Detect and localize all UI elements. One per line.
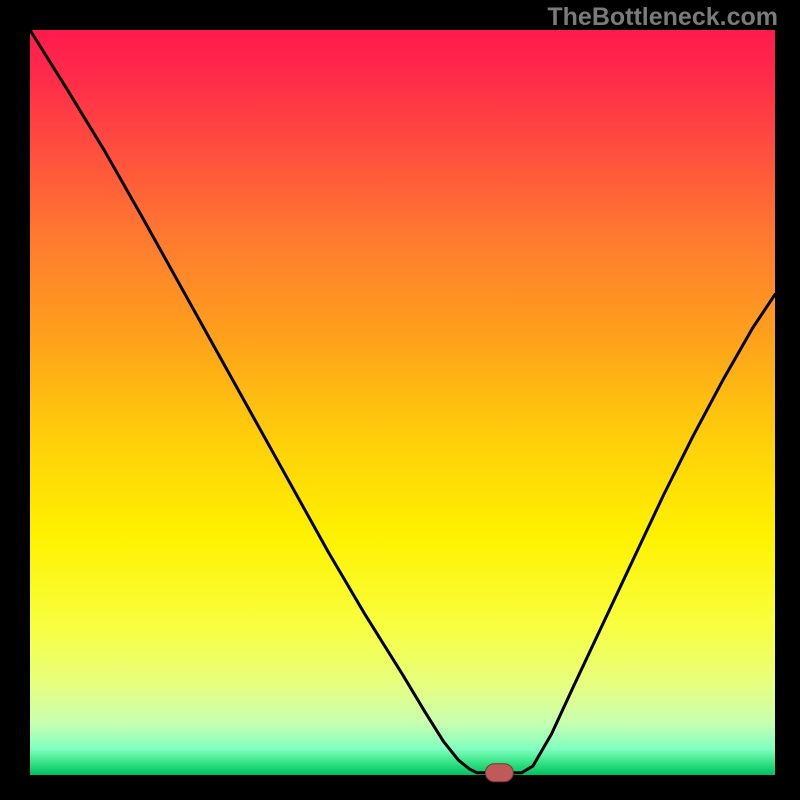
bottleneck-chart (0, 0, 800, 800)
optimal-point-marker (485, 764, 513, 782)
chart-plot-area (30, 30, 775, 775)
watermark-text: TheBottleneck.com (547, 3, 778, 32)
